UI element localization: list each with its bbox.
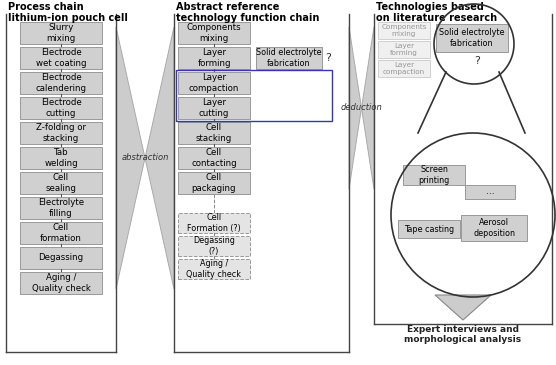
- FancyBboxPatch shape: [178, 172, 250, 194]
- FancyBboxPatch shape: [20, 222, 102, 244]
- FancyBboxPatch shape: [20, 197, 102, 219]
- FancyBboxPatch shape: [20, 72, 102, 94]
- FancyBboxPatch shape: [178, 147, 250, 169]
- Text: Cell
contacting: Cell contacting: [191, 149, 237, 168]
- Text: Degassing
(?): Degassing (?): [193, 237, 235, 256]
- FancyBboxPatch shape: [178, 259, 250, 279]
- Text: Cell
formation: Cell formation: [40, 223, 82, 242]
- Text: Aging /
Quality check: Aging / Quality check: [32, 273, 91, 292]
- Text: Slurry
mixing: Slurry mixing: [46, 23, 76, 43]
- Text: Abstract reference
technology function chain: Abstract reference technology function c…: [176, 2, 319, 23]
- Text: abstraction: abstraction: [121, 154, 168, 162]
- Text: Technologies based
on literature research: Technologies based on literature researc…: [376, 2, 497, 23]
- FancyBboxPatch shape: [378, 41, 430, 58]
- Text: Components
mixing: Components mixing: [187, 23, 241, 43]
- Polygon shape: [349, 27, 361, 189]
- FancyBboxPatch shape: [178, 72, 250, 94]
- FancyBboxPatch shape: [178, 47, 250, 69]
- Text: Layer
compaction: Layer compaction: [383, 62, 425, 75]
- Text: Layer
forming: Layer forming: [197, 49, 231, 68]
- FancyBboxPatch shape: [20, 247, 102, 269]
- Polygon shape: [145, 27, 174, 289]
- FancyBboxPatch shape: [403, 165, 465, 185]
- FancyBboxPatch shape: [178, 97, 250, 119]
- FancyBboxPatch shape: [178, 236, 250, 256]
- FancyBboxPatch shape: [20, 147, 102, 169]
- FancyBboxPatch shape: [20, 172, 102, 194]
- Text: Layer
cutting: Layer cutting: [199, 99, 229, 118]
- FancyBboxPatch shape: [256, 47, 322, 69]
- FancyBboxPatch shape: [20, 97, 102, 119]
- Text: Layer
forming: Layer forming: [390, 43, 418, 56]
- Text: deduction: deduction: [341, 104, 383, 112]
- FancyBboxPatch shape: [378, 60, 430, 77]
- Text: ?: ?: [474, 56, 480, 66]
- Text: Electrode
calendering: Electrode calendering: [36, 73, 87, 92]
- Text: Solid electrolyte
fabrication: Solid electrolyte fabrication: [439, 28, 505, 47]
- FancyBboxPatch shape: [178, 22, 250, 44]
- FancyBboxPatch shape: [178, 122, 250, 144]
- Polygon shape: [435, 295, 491, 320]
- Text: Cell
stacking: Cell stacking: [196, 123, 232, 142]
- Text: Cell
sealing: Cell sealing: [46, 173, 76, 192]
- Text: ?: ?: [325, 53, 331, 63]
- FancyBboxPatch shape: [398, 220, 460, 238]
- Text: Aerosol
deposition: Aerosol deposition: [473, 219, 515, 238]
- Text: Solid electrolyte
fabrication: Solid electrolyte fabrication: [256, 49, 322, 68]
- FancyBboxPatch shape: [20, 22, 102, 44]
- Text: Cell
packaging: Cell packaging: [192, 173, 236, 192]
- FancyBboxPatch shape: [178, 213, 250, 233]
- Text: Electrode
wet coating: Electrode wet coating: [36, 49, 86, 68]
- Text: Screen
printing: Screen printing: [418, 165, 450, 185]
- Text: Expert interviews and
morphological analysis: Expert interviews and morphological anal…: [404, 325, 522, 345]
- Text: Tab
welding: Tab welding: [44, 149, 78, 168]
- Text: Layer
compaction: Layer compaction: [189, 73, 239, 92]
- FancyBboxPatch shape: [20, 272, 102, 294]
- Text: Electrolyte
filling: Electrolyte filling: [38, 199, 84, 218]
- FancyBboxPatch shape: [378, 22, 430, 39]
- Text: Tape casting: Tape casting: [404, 224, 454, 234]
- Text: Degassing: Degassing: [38, 254, 83, 262]
- FancyBboxPatch shape: [461, 215, 527, 241]
- Text: Cell
Formation (?): Cell Formation (?): [187, 214, 241, 233]
- Polygon shape: [116, 27, 145, 289]
- FancyBboxPatch shape: [436, 24, 508, 52]
- Text: Components
mixing: Components mixing: [381, 24, 427, 37]
- Text: Electrode
cutting: Electrode cutting: [41, 99, 81, 118]
- Text: Aging /
Quality check: Aging / Quality check: [186, 260, 241, 278]
- Text: Z-folding or
stacking: Z-folding or stacking: [36, 123, 86, 142]
- FancyBboxPatch shape: [20, 122, 102, 144]
- FancyBboxPatch shape: [465, 185, 515, 199]
- Text: Process chain
lithium-ion pouch cell: Process chain lithium-ion pouch cell: [8, 2, 128, 23]
- FancyBboxPatch shape: [20, 47, 102, 69]
- Text: ...: ...: [486, 188, 494, 196]
- Polygon shape: [361, 27, 374, 189]
